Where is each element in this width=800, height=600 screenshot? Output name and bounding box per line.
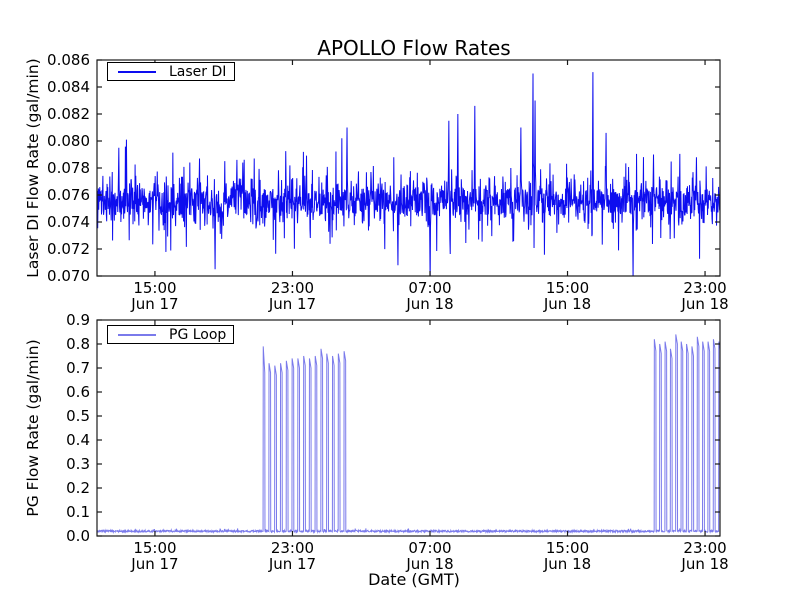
- y-tick-label: 0.1: [66, 503, 90, 521]
- y-tick-label: 0.070: [47, 267, 90, 285]
- y-tick-label: 0.7: [66, 359, 90, 377]
- chart-title: APOLLO Flow Rates: [317, 36, 511, 60]
- y-tick-label: 0.086: [47, 51, 90, 69]
- pg_loop-line: [97, 334, 720, 535]
- legend-laser-label: Laser DI: [169, 63, 227, 80]
- x-tick-label-time: 23:00: [683, 539, 726, 557]
- legend-pg-loop: PG Loop: [107, 325, 234, 344]
- x-tick-label-time: 15:00: [546, 539, 589, 557]
- legend-pg-label: PG Loop: [169, 326, 227, 343]
- x-tick-label-date: Jun 18: [543, 295, 591, 313]
- y-tick-label: 0.5: [66, 407, 90, 425]
- x-tick-label-date: Jun 17: [268, 295, 316, 313]
- y-tick-label: 0.4: [66, 431, 90, 449]
- x-tick-label-date: Jun 17: [268, 555, 316, 573]
- x-tick-label-time: 07:00: [408, 539, 451, 557]
- y-tick-label: 0.076: [47, 186, 90, 204]
- y-tick-label: 0.3: [66, 455, 90, 473]
- laser_di-line: [97, 72, 720, 276]
- x-tick-label-time: 15:00: [133, 279, 176, 297]
- x-tick-label-date: Jun 18: [680, 555, 728, 573]
- legend-laser-di: Laser DI: [107, 62, 235, 81]
- y-tick-label: 0.078: [47, 159, 90, 177]
- x-tick-label-time: 23:00: [271, 539, 314, 557]
- y-tick-label: 0.0: [66, 527, 90, 545]
- y-tick-label: 0.2: [66, 479, 90, 497]
- x-tick-label-date: Jun 17: [130, 295, 178, 313]
- pg_loop-axes-frame: [96, 319, 721, 537]
- x-tick-label-date: Jun 18: [680, 295, 728, 313]
- y-tick-label: 0.082: [47, 105, 90, 123]
- x-tick-label-date: Jun 18: [405, 555, 453, 573]
- legend-pg-line-sample-icon: [118, 333, 156, 336]
- x-tick-label-time: 15:00: [546, 279, 589, 297]
- y-tick-label: 0.072: [47, 240, 90, 258]
- x-tick-label-time: 07:00: [408, 279, 451, 297]
- y-tick-label: 0.080: [47, 132, 90, 150]
- legend-laser-line-sample-icon: [118, 70, 156, 73]
- x-tick-label-time: 23:00: [271, 279, 314, 297]
- laser_di-axes-frame: [96, 59, 721, 277]
- x-axis-label: Date (GMT): [368, 570, 460, 589]
- y-tick-label: 0.6: [66, 383, 90, 401]
- y-tick-label: 0.8: [66, 335, 90, 353]
- x-tick-label-time: 15:00: [133, 539, 176, 557]
- y-tick-label: 0.9: [66, 311, 90, 329]
- x-tick-label-date: Jun 18: [405, 295, 453, 313]
- y-tick-label: 0.084: [47, 78, 90, 96]
- y-tick-label: 0.074: [47, 213, 90, 231]
- x-tick-label-time: 23:00: [683, 279, 726, 297]
- x-tick-label-date: Jun 18: [543, 555, 591, 573]
- x-tick-label-date: Jun 17: [130, 555, 178, 573]
